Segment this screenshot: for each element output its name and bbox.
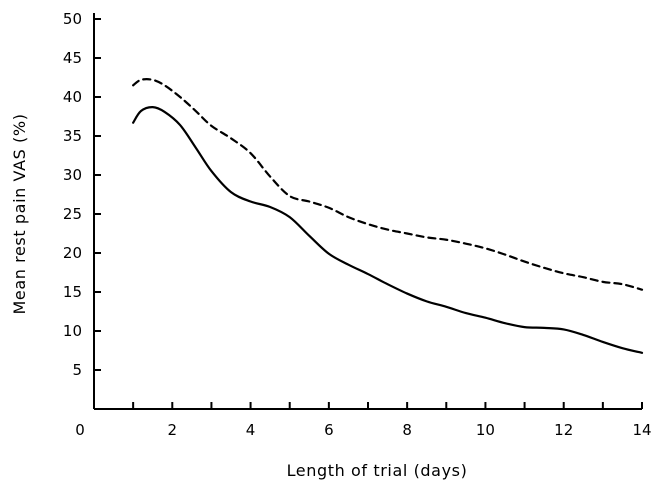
y-tick-label: 25 bbox=[63, 205, 82, 223]
x-tick-label: 8 bbox=[402, 421, 412, 439]
y-tick-label: 45 bbox=[63, 49, 82, 67]
y-tick-label: 15 bbox=[63, 283, 82, 301]
x-tick-label: 6 bbox=[324, 421, 334, 439]
y-tick-label: 50 bbox=[63, 10, 82, 28]
tick-labels: 5 10 15 20 25 30 35 40 45 50 0 2 4 6 8 10 12 14 bbox=[63, 10, 651, 439]
ticks bbox=[94, 18, 643, 410]
y-tick-label: 40 bbox=[63, 88, 82, 106]
x-tick-label: 14 bbox=[632, 421, 651, 439]
x-axis-title: Length of trial (days) bbox=[287, 461, 468, 480]
axes bbox=[93, 13, 642, 410]
series-line-dashed bbox=[132, 78, 644, 291]
y-tick-label: 35 bbox=[63, 127, 82, 145]
y-tick-label: 30 bbox=[63, 166, 82, 184]
y-tick-label: 10 bbox=[63, 322, 82, 340]
y-tick-label: 20 bbox=[63, 244, 82, 262]
x-tick-label: 10 bbox=[476, 421, 495, 439]
y-tick-label: 5 bbox=[72, 361, 82, 379]
x-tick-label: 2 bbox=[168, 421, 178, 439]
y-axis-title: Mean rest pain VAS (%) bbox=[10, 113, 29, 314]
x-tick-label: 12 bbox=[554, 421, 573, 439]
series-group bbox=[132, 78, 644, 354]
x-tick-label: 4 bbox=[246, 421, 256, 439]
x-tick-label: 0 bbox=[75, 421, 85, 439]
series-line-solid bbox=[132, 106, 644, 354]
